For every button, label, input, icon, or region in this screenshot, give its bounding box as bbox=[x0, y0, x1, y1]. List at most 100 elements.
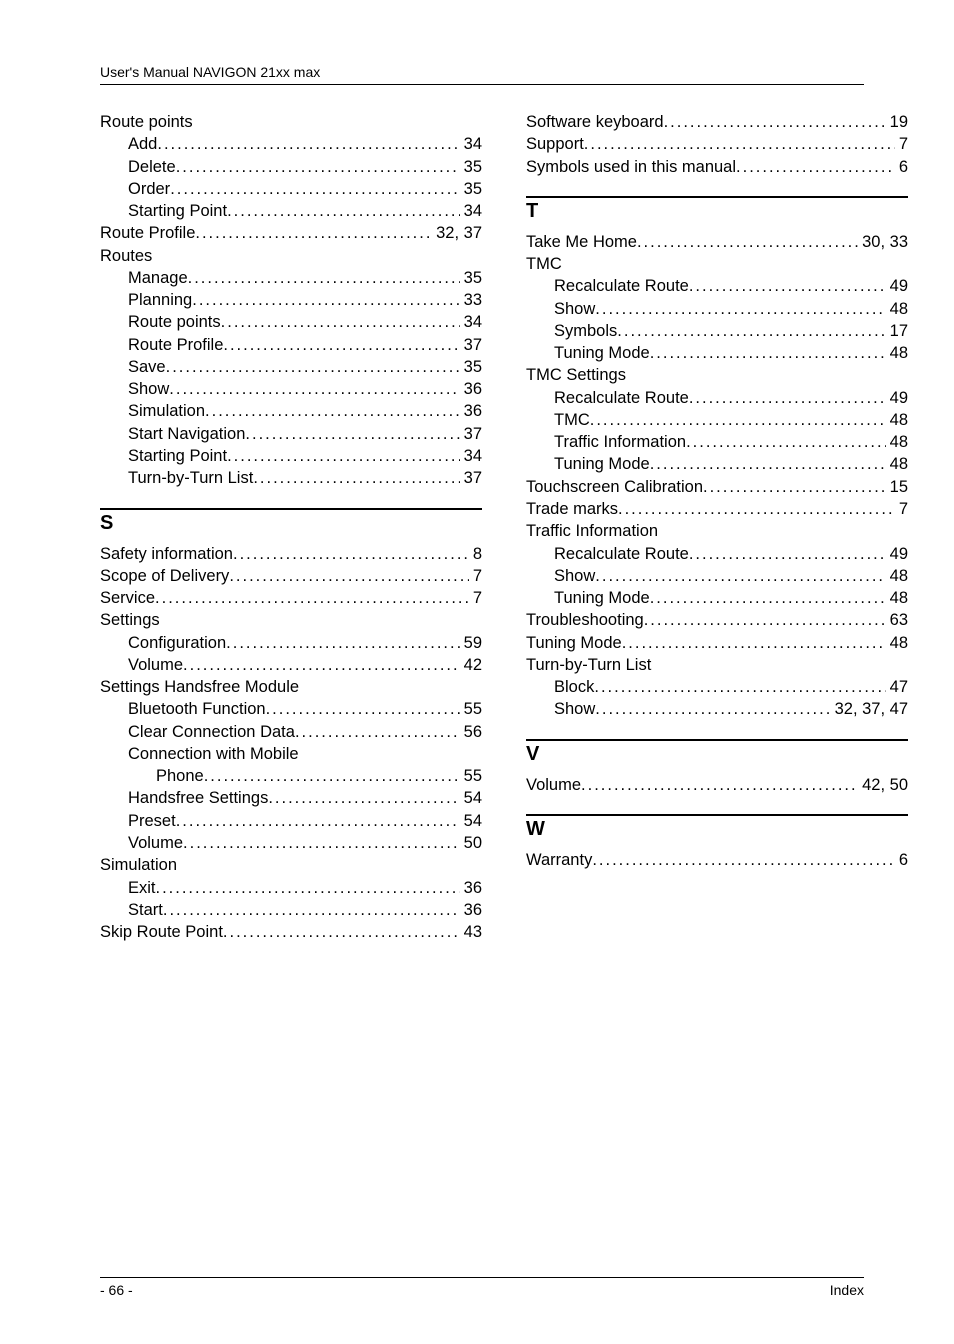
index-entry-leader bbox=[581, 774, 858, 796]
index-entry-page: 35 bbox=[460, 178, 482, 200]
index-entry-label: Tuning Mode bbox=[554, 587, 650, 609]
index-entry: Volume 42, 50 bbox=[526, 774, 908, 796]
index-entry-page: 33 bbox=[460, 289, 482, 311]
index-entry-label: Simulation bbox=[128, 400, 205, 422]
index-entry-label: Block bbox=[554, 676, 594, 698]
index-entry-label: Volume bbox=[526, 774, 581, 796]
index-entry: Tuning Mode 48 bbox=[526, 587, 908, 609]
index-entry-page: 48 bbox=[886, 453, 908, 475]
index-entry: Simulation 36 bbox=[100, 400, 482, 422]
index-entry-label: Trade marks bbox=[526, 498, 618, 520]
index-entry-page: 48 bbox=[886, 298, 908, 320]
index-entry-label: Start Navigation bbox=[128, 423, 245, 445]
index-entry-label: Turn-by-Turn List bbox=[128, 467, 253, 489]
index-entry-page: 7 bbox=[895, 133, 908, 155]
index-entry-leader bbox=[169, 378, 459, 400]
running-header: User's Manual NAVIGON 21xx max bbox=[100, 64, 864, 85]
index-entry-page: 54 bbox=[460, 787, 482, 809]
index-entry: Warranty 6 bbox=[526, 849, 908, 871]
index-entry-label: Show bbox=[554, 298, 595, 320]
index-entry-label: Take Me Home bbox=[526, 231, 637, 253]
index-entry-leader bbox=[223, 334, 459, 356]
index-entry: Block 47 bbox=[526, 676, 908, 698]
index-entry-label: Show bbox=[554, 698, 595, 720]
index-entry-leader bbox=[686, 431, 886, 453]
index-entry-leader bbox=[650, 453, 886, 475]
index-entry-leader bbox=[266, 698, 460, 720]
index-entry-leader bbox=[233, 543, 469, 565]
index-entry-label: Order bbox=[128, 178, 170, 200]
index-entry-page: 34 bbox=[460, 311, 482, 333]
index-entry-leader bbox=[223, 921, 460, 943]
index-entry: Planning 33 bbox=[100, 289, 482, 311]
footer-page-number: - 66 - bbox=[100, 1282, 133, 1298]
index-entry-label: Volume bbox=[128, 654, 183, 676]
footer-section: Index bbox=[830, 1282, 864, 1298]
index-section: VVolume 42, 50 bbox=[526, 739, 908, 796]
index-entry-leader bbox=[584, 133, 895, 155]
index-entry-page: 48 bbox=[886, 632, 908, 654]
index-entry: Scope of Delivery 7 bbox=[100, 565, 482, 587]
index-section-letter: W bbox=[526, 818, 908, 841]
index-entry-label: Skip Route Point bbox=[100, 921, 223, 943]
index-entry-label: Starting Point bbox=[128, 200, 227, 222]
index-entry: Manage 35 bbox=[100, 267, 482, 289]
index-entry-label: Manage bbox=[128, 267, 188, 289]
index-entry-label: Show bbox=[128, 378, 169, 400]
index-entry-page: 36 bbox=[460, 400, 482, 422]
index-entry-leader bbox=[166, 356, 460, 378]
index-entry: Handsfree Settings 54 bbox=[100, 787, 482, 809]
index-entry: Show 48 bbox=[526, 298, 908, 320]
index-entry-leader bbox=[195, 222, 432, 244]
index-entry-label: Show bbox=[554, 565, 595, 587]
index-entry-page: 49 bbox=[886, 275, 908, 297]
index-entry-leader bbox=[689, 543, 886, 565]
index-column-right: Software keyboard 19Support 7Symbols use… bbox=[526, 111, 908, 943]
index-group-heading: Settings bbox=[100, 609, 482, 631]
index-entry-page: 36 bbox=[460, 378, 482, 400]
index-entry-label: Preset bbox=[128, 810, 176, 832]
index-entry-label: Exit bbox=[128, 877, 156, 899]
index-entry-leader bbox=[595, 298, 885, 320]
index-entry-leader bbox=[664, 111, 886, 133]
index-entry-leader bbox=[229, 565, 469, 587]
index-entry-label: Recalculate Route bbox=[554, 275, 689, 297]
index-entry-page: 37 bbox=[460, 467, 482, 489]
index-entry-leader bbox=[192, 289, 459, 311]
index-entry: Software keyboard 19 bbox=[526, 111, 908, 133]
index-entry: Bluetooth Function 55 bbox=[100, 698, 482, 720]
index-entry-label: Warranty bbox=[526, 849, 592, 871]
index-entry: Clear Connection Data 56 bbox=[100, 721, 482, 743]
index-entry: Troubleshooting 63 bbox=[526, 609, 908, 631]
index-entry-leader bbox=[650, 587, 886, 609]
index-entry: Safety information 8 bbox=[100, 543, 482, 565]
index-entry-label: Add bbox=[128, 133, 157, 155]
index-section: TTake Me Home 30, 33TMCRecalculate Route… bbox=[526, 196, 908, 721]
index-entry-page: 48 bbox=[886, 565, 908, 587]
index-entry-label: Tuning Mode bbox=[554, 342, 650, 364]
index-entry: Trade marks 7 bbox=[526, 498, 908, 520]
index-entry: Start Navigation 37 bbox=[100, 423, 482, 445]
index-entry-leader bbox=[245, 423, 459, 445]
index-entry: Show 48 bbox=[526, 565, 908, 587]
index-entry-page: 7 bbox=[469, 565, 482, 587]
index-entry-leader bbox=[644, 609, 886, 631]
index-entry-label: Phone bbox=[156, 765, 204, 787]
index-entry: Delete 35 bbox=[100, 156, 482, 178]
index-entry-label: Starting Point bbox=[128, 445, 227, 467]
index-entry: Route Profile 37 bbox=[100, 334, 482, 356]
index-entry-leader bbox=[618, 498, 895, 520]
index-entry: Tuning Mode 48 bbox=[526, 632, 908, 654]
index-entry-leader bbox=[188, 267, 460, 289]
index-entry-page: 34 bbox=[460, 445, 482, 467]
index-entry-leader bbox=[155, 587, 469, 609]
index-entry-leader bbox=[170, 178, 459, 200]
index-entry-label: Clear Connection Data bbox=[128, 721, 295, 743]
page: User's Manual NAVIGON 21xx max Route poi… bbox=[0, 0, 954, 1344]
index-entry-label: Save bbox=[128, 356, 166, 378]
index-entry-label: Volume bbox=[128, 832, 183, 854]
index-section: W Warranty 6 bbox=[526, 814, 908, 871]
index-group-heading: Turn-by-Turn List bbox=[526, 654, 908, 676]
index-entry-page: 49 bbox=[886, 387, 908, 409]
index-entry-leader bbox=[689, 275, 886, 297]
